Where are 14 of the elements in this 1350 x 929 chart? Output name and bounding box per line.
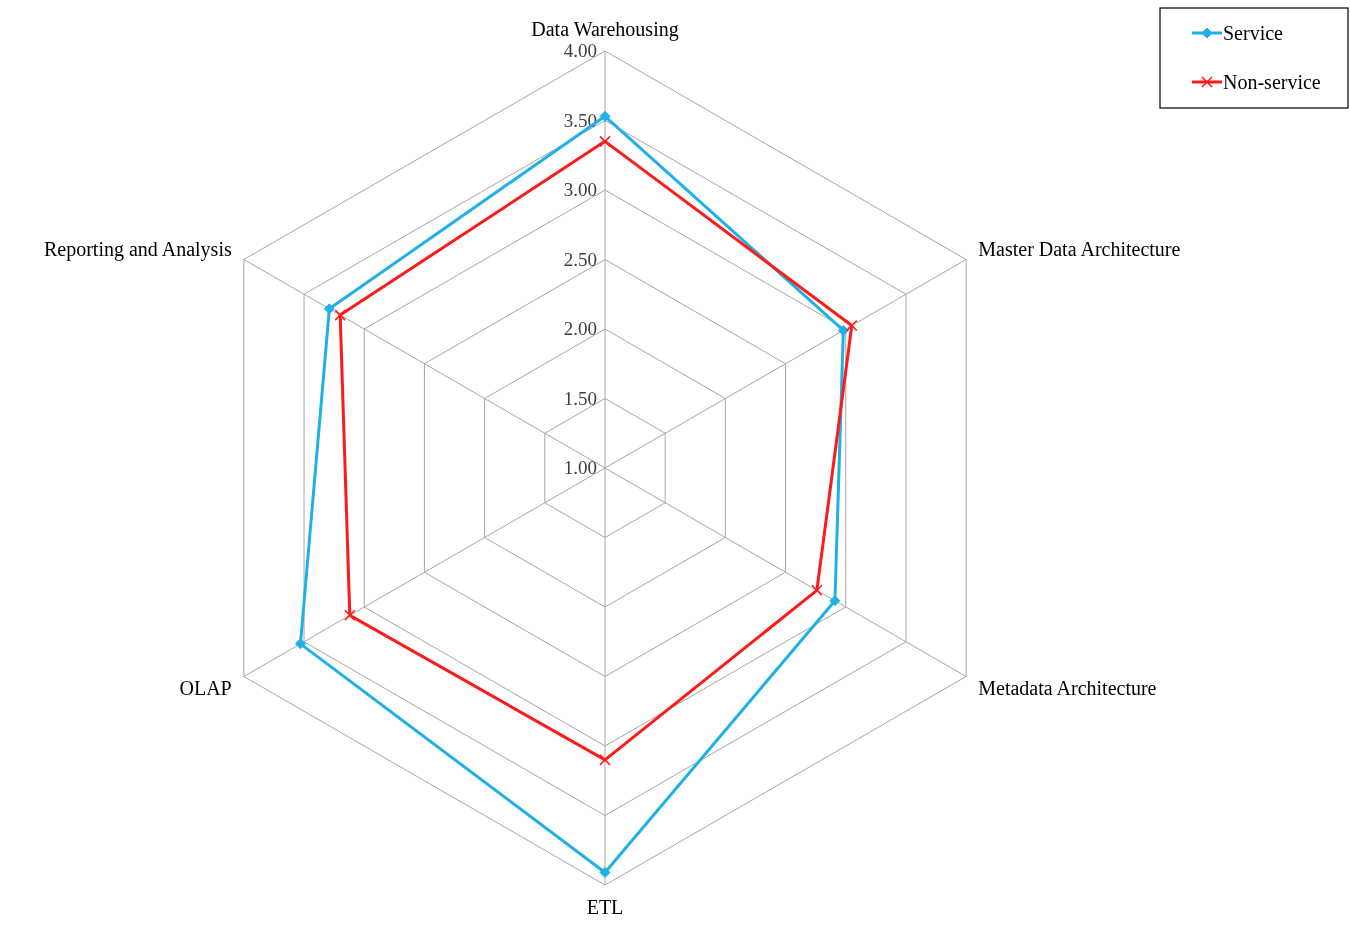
spoke-label: ETL <box>586 896 624 918</box>
spoke-label: Data Warehousing <box>531 18 679 41</box>
y-tick-label: 2.00 <box>563 318 597 339</box>
y-tick-label: 1.00 <box>563 457 597 478</box>
spoke-label: Reporting and Analysis <box>43 237 232 261</box>
y-tick-label: 3.00 <box>563 179 597 200</box>
legend-label: Service <box>1223 22 1284 44</box>
y-tick-label: 4.00 <box>563 40 597 61</box>
spoke-label: Master Data Architecture <box>978 237 1181 260</box>
spoke-label: OLAP <box>179 676 232 699</box>
y-tick-label: 1.50 <box>563 387 597 409</box>
legend-label: Non-service <box>1223 71 1321 93</box>
spoke-label: Metadata Architecture <box>978 676 1157 699</box>
y-tick-label: 2.50 <box>563 248 597 270</box>
